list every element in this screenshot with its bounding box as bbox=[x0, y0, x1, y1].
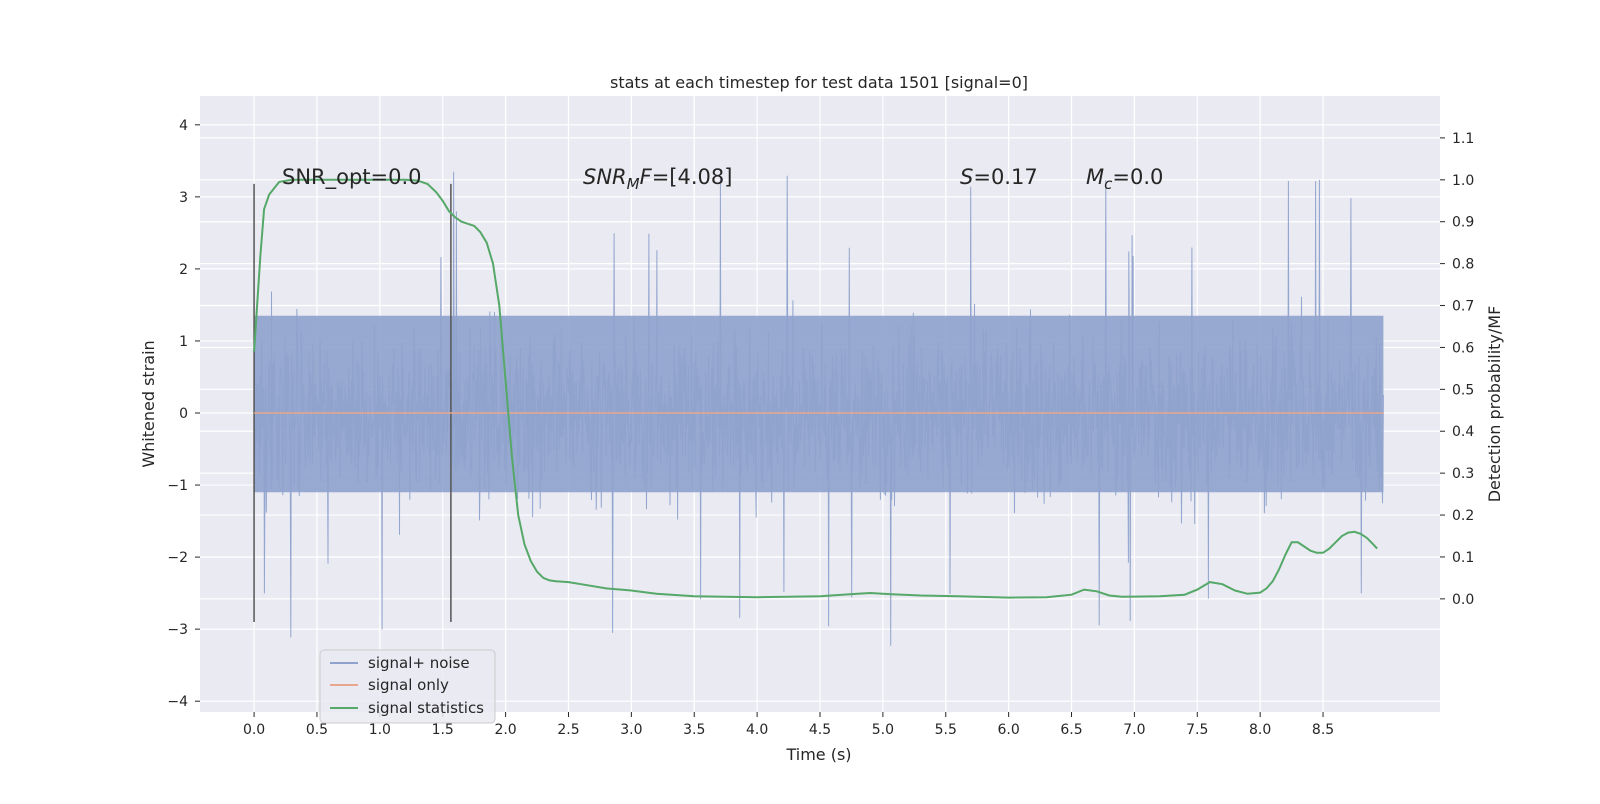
x-tick-label: 3.0 bbox=[620, 722, 642, 738]
x-tick-label: 4.5 bbox=[809, 722, 831, 738]
x-axis-label: Time (s) bbox=[785, 745, 851, 764]
y-right-tick-label: 0.9 bbox=[1452, 215, 1474, 231]
s-label: S bbox=[960, 165, 973, 189]
y-right-axis-label: Detection probability/MF bbox=[1485, 306, 1504, 503]
y-left-tick-label: 3 bbox=[179, 190, 188, 206]
x-tick-label: 7.0 bbox=[1123, 722, 1145, 738]
vertical-markers bbox=[253, 183, 452, 622]
snr-mf-sub: M bbox=[627, 175, 640, 193]
y-left-tick-label: −2 bbox=[167, 550, 188, 566]
legend-box bbox=[319, 649, 496, 724]
annotation-snr-mf: SNRMF=[4.08] bbox=[583, 165, 732, 193]
annotation-s: S=0.17 bbox=[960, 165, 1038, 189]
y-left-tick-label: 1 bbox=[179, 334, 188, 350]
y-left-tick-label: 4 bbox=[179, 118, 188, 134]
legend: signal+ noise signal only signal statist… bbox=[319, 649, 496, 724]
y-right-tick-label: 0.0 bbox=[1452, 592, 1474, 608]
legend-label-signal-only: signal only bbox=[368, 676, 449, 694]
y-right-tick-label: 0.4 bbox=[1452, 424, 1474, 440]
signal-statistics-line bbox=[253, 178, 1378, 599]
annotation-mc: Mc=0.0 bbox=[1086, 165, 1163, 193]
y-right-tick-label: 0.5 bbox=[1452, 382, 1474, 398]
x-tick-label: 8.0 bbox=[1249, 722, 1271, 738]
x-tick-label: 3.5 bbox=[683, 722, 705, 738]
mc-value: =0.0 bbox=[1112, 165, 1163, 189]
legend-label-noise: signal+ noise bbox=[368, 654, 470, 672]
y-right-axis-ticks: 1.1 1.0 0.9 0.8 0.7 0.6 0.5 0.4 0.3 0.2 0.1 0.0 bbox=[1440, 131, 1474, 608]
x-tick-label: 5.5 bbox=[935, 722, 957, 738]
y-right-tick-label: 0.8 bbox=[1452, 257, 1474, 273]
y-left-tick-label: 0 bbox=[179, 406, 188, 422]
y-left-axis-label: Whitened strain bbox=[139, 340, 158, 467]
x-axis-ticks: 0.0 0.5 1.0 1.5 2.0 2.5 3.0 3.5 4.0 4.5 5.0 5.5 6.0 6… bbox=[243, 712, 1334, 738]
x-tick-label: 8.5 bbox=[1312, 722, 1334, 738]
x-tick-label: 4.0 bbox=[746, 722, 768, 738]
x-tick-label: 0.0 bbox=[243, 722, 265, 738]
x-tick-label: 0.5 bbox=[306, 722, 328, 738]
y-right-tick-label: 0.7 bbox=[1452, 299, 1474, 315]
y-right-tick-label: 0.1 bbox=[1452, 550, 1474, 566]
mc-sub: c bbox=[1104, 175, 1113, 193]
x-tick-label: 5.0 bbox=[872, 722, 894, 738]
y-right-tick-label: 0.2 bbox=[1452, 508, 1474, 524]
x-tick-label: 6.0 bbox=[998, 722, 1020, 738]
y-right-tick-label: 0.6 bbox=[1452, 340, 1474, 356]
y-right-tick-label: 1.1 bbox=[1452, 131, 1474, 147]
snr-mf-mid: F bbox=[640, 165, 653, 189]
s-value: =0.17 bbox=[973, 165, 1037, 189]
x-tick-label: 1.0 bbox=[369, 722, 391, 738]
x-tick-label: 2.5 bbox=[557, 722, 579, 738]
y-left-tick-label: −1 bbox=[167, 478, 188, 494]
y-left-tick-label: 2 bbox=[179, 262, 188, 278]
snr-mf-value: =[4.08] bbox=[652, 165, 733, 189]
x-tick-label: 2.0 bbox=[494, 722, 516, 738]
y-left-tick-label: −3 bbox=[167, 622, 188, 638]
y-left-tick-label: −4 bbox=[167, 694, 188, 710]
y-right-tick-label: 0.3 bbox=[1452, 466, 1474, 482]
noise-trace bbox=[253, 171, 1384, 646]
x-tick-label: 1.5 bbox=[432, 722, 454, 738]
snr-mf-label: SNR bbox=[583, 165, 627, 189]
x-tick-label: 7.5 bbox=[1186, 722, 1208, 738]
legend-label-statistics: signal statistics bbox=[368, 699, 484, 717]
chart-title: stats at each timestep for test data 150… bbox=[610, 73, 1028, 92]
y-left-axis-ticks: 4 3 2 1 0 −1 −2 −3 −4 bbox=[167, 118, 200, 710]
annotation-snr-opt: SNR_opt=0.0 bbox=[282, 165, 422, 190]
mc-label: M bbox=[1086, 165, 1104, 189]
x-tick-label: 6.5 bbox=[1060, 722, 1082, 738]
signal-statistics-trace bbox=[253, 178, 1378, 599]
y-right-tick-label: 1.0 bbox=[1452, 173, 1474, 189]
